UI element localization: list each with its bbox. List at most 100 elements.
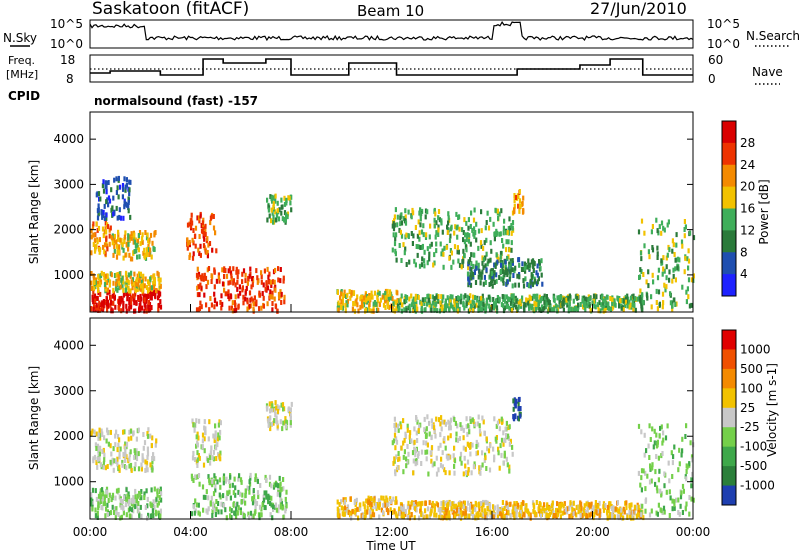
echo-cell <box>449 417 453 423</box>
echo-cell <box>584 301 587 307</box>
echo-cell <box>652 279 655 285</box>
echo-cell <box>222 493 225 499</box>
echo-cell <box>122 429 125 435</box>
echo-cell <box>115 190 118 195</box>
echo-cell <box>195 307 199 313</box>
echo-cell <box>99 291 102 297</box>
echo-cell <box>413 302 416 307</box>
echo-cell <box>198 218 201 224</box>
echo-cell <box>97 432 100 438</box>
echo-cell <box>261 291 264 296</box>
echo-cell <box>396 222 399 228</box>
echo-cell <box>153 281 156 287</box>
echo-cell <box>280 291 283 297</box>
echo-cell <box>402 454 405 460</box>
echo-cell <box>506 279 509 285</box>
echo-cell <box>126 296 129 302</box>
colorbar-tick-label: 20 <box>740 180 755 194</box>
echo-cell <box>435 512 438 518</box>
echo-cell <box>497 256 500 262</box>
echo-cell <box>413 426 416 432</box>
echo-cell <box>151 508 154 514</box>
echo-cell <box>209 500 212 506</box>
echo-cell <box>623 303 627 308</box>
echo-cell <box>203 425 206 431</box>
echo-cell <box>144 293 147 299</box>
echo-cell <box>543 305 546 311</box>
echo-cell <box>482 502 485 508</box>
echo-cell <box>273 504 276 510</box>
echo-cell <box>215 445 218 451</box>
echo-cell <box>655 454 658 459</box>
echo-cell <box>336 499 339 505</box>
echo-cell <box>133 271 136 277</box>
echo-cell <box>589 503 592 509</box>
echo-cell <box>393 218 396 224</box>
echo-cell <box>104 250 107 256</box>
echo-cell <box>435 416 438 422</box>
echo-cell <box>96 464 99 470</box>
echo-cell <box>508 296 511 302</box>
echo-cell <box>351 306 354 312</box>
velocity-x-axis: 00:00 04:00 08:00 12:00 16:00 20:00 00:00 <box>73 511 710 539</box>
echo-cell <box>559 303 562 309</box>
echo-cell <box>666 252 669 258</box>
echo-cell <box>212 225 216 231</box>
echo-cell <box>116 456 119 462</box>
echo-cell <box>133 455 136 460</box>
echo-cell <box>270 421 273 427</box>
echo-cell <box>509 225 512 231</box>
echo-cell <box>660 492 663 498</box>
echo-cell <box>508 441 511 447</box>
echo-cell <box>391 440 394 446</box>
echo-cell <box>599 294 602 300</box>
echo-cell <box>191 476 194 482</box>
echo-cell <box>197 502 200 508</box>
echo-cell <box>191 237 194 243</box>
echo-cell <box>666 423 669 429</box>
echo-cell <box>269 426 272 432</box>
echo-cell <box>674 277 677 283</box>
echo-cell <box>123 458 127 463</box>
echo-cell <box>149 247 152 253</box>
echo-cell <box>580 501 583 507</box>
echo-cell <box>430 303 433 309</box>
echo-cell <box>462 510 465 516</box>
echo-cell <box>219 300 222 305</box>
echo-cell <box>583 503 586 509</box>
echo-cell <box>116 215 119 221</box>
echo-cell <box>691 471 694 477</box>
echo-cell <box>230 273 233 279</box>
y-tick-label: 4000 <box>53 338 84 352</box>
echo-cell <box>366 505 369 511</box>
echo-cell <box>213 473 216 479</box>
echo-cell <box>515 298 518 304</box>
echo-cell <box>395 300 398 306</box>
echo-cell <box>236 286 239 292</box>
echo-cell <box>139 293 142 299</box>
echo-cell <box>128 463 131 469</box>
echo-cell <box>400 220 404 226</box>
echo-cell <box>462 503 465 509</box>
echo-cell <box>493 303 496 309</box>
echo-cell <box>619 298 622 304</box>
echo-cell <box>103 242 107 248</box>
echo-cell <box>244 278 247 284</box>
echo-cell <box>270 495 273 501</box>
echo-cell <box>521 500 525 506</box>
echo-cell <box>196 266 199 272</box>
echo-cell <box>233 476 236 482</box>
echo-cell <box>450 264 453 270</box>
echo-cell <box>117 194 120 200</box>
echo-cell <box>585 512 588 518</box>
echo-cell <box>127 285 130 291</box>
echo-cell <box>117 304 120 310</box>
echo-cell <box>668 269 671 275</box>
echo-cell <box>100 270 103 276</box>
echo-cell <box>622 515 625 521</box>
echo-cell <box>95 302 98 308</box>
echo-cell <box>124 441 127 447</box>
echo-cell <box>151 513 154 519</box>
echo-cell <box>639 288 642 294</box>
echo-cell <box>507 433 510 439</box>
